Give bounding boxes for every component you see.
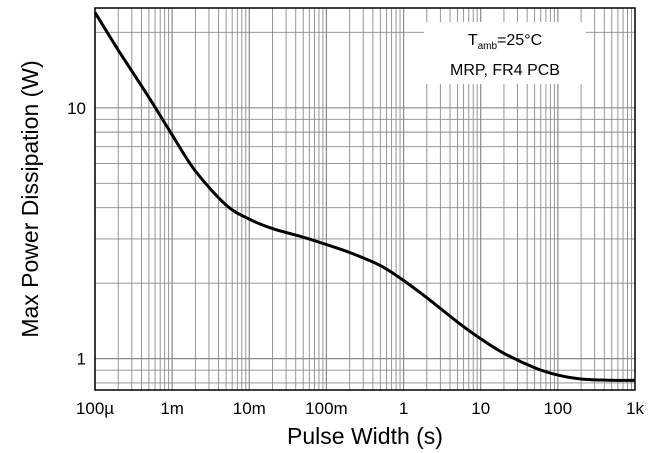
x-tick-label: 1k (626, 399, 644, 418)
x-tick-label: 100µ (76, 399, 114, 418)
x-tick-labels: 100µ 1m 10m 100m 1 10 100 1k (76, 399, 645, 418)
y-tick-label: 1 (77, 350, 86, 369)
y-tick-labels: 1 10 (67, 99, 86, 369)
y-axis-title: Max Power Dissipation (W) (17, 60, 43, 337)
y-tick-label: 10 (67, 99, 86, 118)
series-layer (93, 11, 636, 382)
annotation-ambient-temperature: Tamb=25°C (468, 32, 542, 52)
series-line (93, 11, 636, 382)
annotation-box: Tamb=25°C MRP, FR4 PCB (424, 22, 586, 84)
x-axis-title: Pulse Width (s) (287, 423, 443, 449)
plot-frame (94, 7, 636, 391)
x-tick-label: 1 (399, 399, 408, 418)
annotation-board: MRP, FR4 PCB (450, 62, 560, 79)
annotation-temperature-value: =25°C (497, 32, 542, 49)
x-tick-label: 1m (160, 399, 184, 418)
x-tick-label: 100 (544, 399, 572, 418)
annotation-t: T (468, 32, 478, 49)
x-tick-label: 10m (233, 399, 266, 418)
annotation-background (424, 22, 586, 84)
annotation-subscript: amb (478, 41, 498, 52)
x-tick-label: 10 (471, 399, 490, 418)
x-tick-label: 100m (305, 399, 348, 418)
